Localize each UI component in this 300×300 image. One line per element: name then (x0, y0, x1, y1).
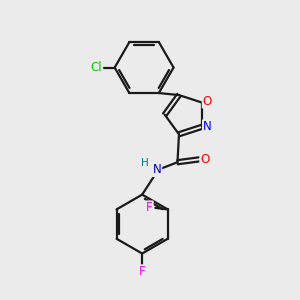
Text: Cl: Cl (91, 61, 102, 74)
Text: O: O (200, 153, 209, 166)
Text: N: N (203, 120, 212, 133)
Text: N: N (152, 163, 161, 176)
Text: H: H (141, 158, 149, 168)
Text: F: F (146, 201, 153, 214)
Text: O: O (203, 94, 212, 108)
Text: F: F (139, 265, 146, 278)
